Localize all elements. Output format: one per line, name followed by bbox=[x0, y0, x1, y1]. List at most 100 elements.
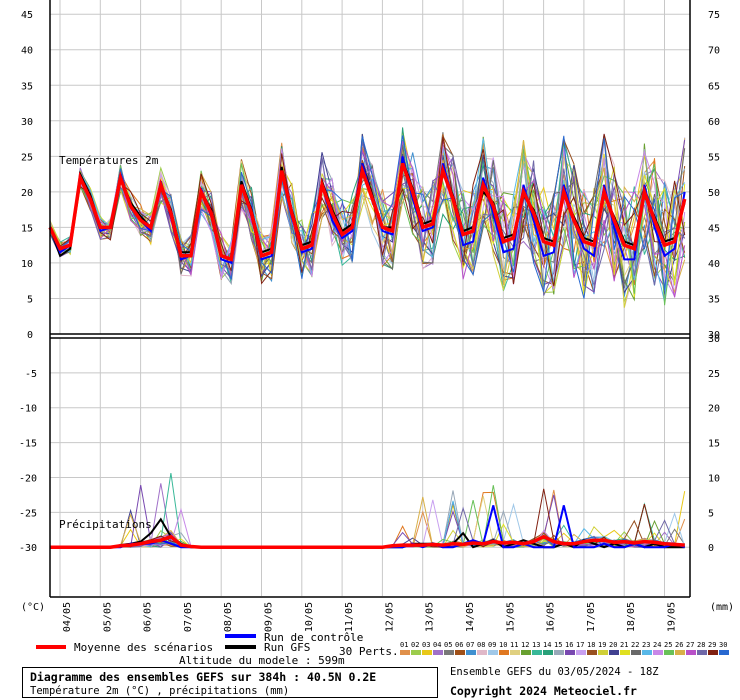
perturbation-swatch bbox=[543, 650, 553, 655]
date-tick: 14/05 bbox=[465, 602, 476, 632]
precip-series-0 bbox=[50, 534, 685, 549]
date-tick: 05/05 bbox=[102, 602, 113, 632]
altitude-label: Altitude du modele : 599m bbox=[179, 654, 345, 667]
precipitation-panel-grid bbox=[50, 338, 690, 596]
left-axis-unit: (°C) bbox=[21, 602, 45, 613]
perturbation-swatch bbox=[466, 650, 476, 655]
precip-tick-right: 5 bbox=[708, 508, 714, 519]
date-tick: 12/05 bbox=[384, 602, 395, 632]
date-tick: 19/05 bbox=[667, 602, 678, 632]
perturbation-label: 29 bbox=[708, 641, 716, 649]
temp-tick-right: 65 bbox=[708, 81, 720, 92]
perturbation-swatch bbox=[532, 650, 542, 655]
precip-tick-left: -15 bbox=[19, 439, 37, 450]
temp-tick-right: 45 bbox=[708, 223, 720, 234]
temp-tick-right: 70 bbox=[708, 46, 720, 57]
perturbation-swatch bbox=[609, 650, 619, 655]
precipitation-series bbox=[50, 473, 686, 549]
legend-control-label: Run de contrôle bbox=[264, 631, 363, 644]
perturbation-label: 06 bbox=[455, 641, 463, 649]
temp-tick-right: 55 bbox=[708, 152, 720, 163]
perturbation-label: 12 bbox=[521, 641, 529, 649]
precip-tick-right: 20 bbox=[708, 404, 720, 415]
date-tick: 04/05 bbox=[62, 602, 73, 632]
perturbation-label: 22 bbox=[631, 641, 639, 649]
footer-box: Diagramme des ensembles GEFS sur 384h : … bbox=[22, 667, 438, 698]
precip-tick-left: -10 bbox=[19, 404, 37, 415]
perturbation-swatch bbox=[510, 650, 520, 655]
temp-tick-left: 0 bbox=[27, 330, 33, 341]
perturbation-label: 04 bbox=[433, 641, 441, 649]
date-tick: 09/05 bbox=[264, 602, 275, 632]
perturbation-swatch bbox=[477, 650, 487, 655]
temp-tick-left: 45 bbox=[21, 10, 33, 21]
perturbation-swatch bbox=[620, 650, 630, 655]
precip-tick-left: -5 bbox=[25, 369, 37, 380]
perturbation-label: 23 bbox=[642, 641, 650, 649]
perturbation-label: 20 bbox=[609, 641, 617, 649]
precip-tick-left: -30 bbox=[19, 543, 37, 554]
legend-mean-label: Moyenne des scénarios bbox=[74, 641, 213, 654]
perturbation-swatch bbox=[598, 650, 608, 655]
footer-subtitle: Température 2m (°C) , précipitations (mm… bbox=[30, 685, 290, 697]
perturbation-swatch bbox=[697, 650, 707, 655]
perturbation-swatch bbox=[675, 650, 685, 655]
precip-tick-right: 15 bbox=[708, 439, 720, 450]
perturbation-swatch bbox=[565, 650, 575, 655]
perturbation-swatch bbox=[444, 650, 454, 655]
perturbation-swatch bbox=[499, 650, 509, 655]
perturbation-label: 13 bbox=[532, 641, 540, 649]
perturbation-label: 14 bbox=[543, 641, 551, 649]
temp-tick-right: 75 bbox=[708, 10, 720, 21]
copyright-label: Copyright 2024 Meteociel.fr bbox=[450, 684, 637, 698]
tick-labels: 05101520253035404530354045505560657075-5… bbox=[19, 10, 720, 632]
perturbation-label: 08 bbox=[477, 641, 485, 649]
temp-tick-right: 40 bbox=[708, 259, 720, 270]
date-tick: 17/05 bbox=[586, 602, 597, 632]
temp-tick-left: 35 bbox=[21, 81, 33, 92]
perturbation-swatch bbox=[686, 650, 696, 655]
perturbation-legend: 01 02 03 04 05 06 07 08 09 10 11 12 13 14 15 16 17 18 19 20… bbox=[400, 641, 729, 655]
perturbation-label: 27 bbox=[686, 641, 694, 649]
perturbation-swatch bbox=[708, 650, 718, 655]
perturbation-label: 10 bbox=[499, 641, 507, 649]
precip-tick-right: 25 bbox=[708, 369, 720, 380]
temp-series-0 bbox=[48, 162, 687, 262]
temperature-panel-title: Températures 2m bbox=[59, 154, 159, 167]
perturbation-swatch bbox=[664, 650, 674, 655]
perturbation-label: 11 bbox=[510, 641, 518, 649]
temp-tick-right: 50 bbox=[708, 188, 720, 199]
date-tick: 13/05 bbox=[425, 602, 436, 632]
perturbation-swatch bbox=[400, 650, 410, 655]
legend-perts-label: 30 Perts. bbox=[339, 645, 399, 658]
perturbation-label: 18 bbox=[587, 641, 595, 649]
precip-tick-right: 30 bbox=[708, 334, 720, 345]
date-tick: 18/05 bbox=[626, 602, 637, 632]
date-tick: 15/05 bbox=[505, 602, 516, 632]
perturbation-label: 02 bbox=[411, 641, 419, 649]
precip-tick-left: -20 bbox=[19, 473, 37, 484]
perturbation-swatch bbox=[719, 650, 729, 655]
chart-axes bbox=[49, 0, 691, 598]
perturbation-label: 07 bbox=[466, 641, 474, 649]
perturbation-label: 28 bbox=[697, 641, 705, 649]
precipitation-panel-title: Précipitations bbox=[59, 518, 152, 531]
temp-tick-right: 60 bbox=[708, 117, 720, 128]
temp-tick-left: 30 bbox=[21, 117, 33, 128]
perturbation-swatch bbox=[653, 650, 663, 655]
precip-tick-right: 0 bbox=[708, 543, 714, 554]
perturbation-label: 24 bbox=[653, 641, 661, 649]
perturbation-label: 17 bbox=[576, 641, 584, 649]
temp-tick-right: 30 bbox=[708, 330, 720, 341]
legend-gfs-label: Run GFS bbox=[264, 641, 310, 654]
right-axis-unit: (mm) bbox=[710, 602, 734, 613]
perturbation-swatch bbox=[411, 650, 421, 655]
perturbation-label: 21 bbox=[620, 641, 628, 649]
perturbation-swatch bbox=[422, 650, 432, 655]
perturbation-swatch bbox=[455, 650, 465, 655]
perturbation-swatch bbox=[631, 650, 641, 655]
perturbation-label: 01 bbox=[400, 641, 408, 649]
perturbation-label: 25 bbox=[664, 641, 672, 649]
temp-tick-right: 35 bbox=[708, 294, 720, 305]
perturbation-label: 09 bbox=[488, 641, 496, 649]
